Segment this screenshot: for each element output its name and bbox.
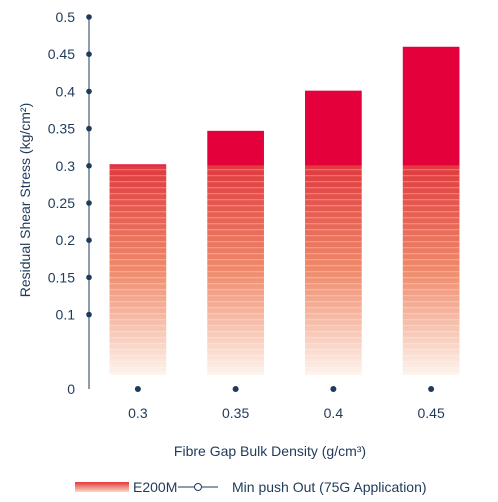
x-tick-label: 0.45: [418, 405, 445, 421]
legend-label-e200m: E200M: [133, 479, 177, 495]
y-tick-label: 0.5: [56, 9, 76, 25]
y-tick-label: 0.3: [56, 158, 76, 174]
y-tick-label: 0.2: [56, 232, 76, 248]
y-tick-label: 0.15: [48, 269, 75, 285]
min-push-out-series: [134, 386, 435, 392]
x-axis-ticks: 0.3 0.35 0.4 0.45: [128, 405, 445, 421]
bar-top-0.4: [305, 90, 362, 166]
bar-top-0.35: [207, 130, 264, 166]
bar-0.45: [402, 46, 460, 375]
y-axis-label: Residual Shear Stress (kg/cm²): [17, 103, 33, 298]
legend-label-min-push-out: Min push Out (75G Application): [232, 479, 427, 495]
x-tick-label: 0.35: [222, 405, 249, 421]
y-tick-label: 0.4: [56, 83, 76, 99]
x-tick-label: 0.3: [128, 405, 148, 421]
min-push-out-point: [232, 386, 239, 392]
x-tick-label: 0.4: [324, 405, 344, 421]
bars: [109, 46, 460, 375]
y-axis-ticks: 0 0.1 0.15 0.2 0.25 0.3 0.35 0.4 0.45 0.5: [48, 9, 92, 397]
legend-swatch-e200m: [75, 482, 129, 492]
bar-top-0.3: [109, 164, 167, 166]
y-tick-label: 0: [67, 381, 75, 397]
bar-0.3: [109, 164, 167, 375]
bar-gradient-0.45: [402, 165, 460, 375]
bar-gradient-0.3: [109, 165, 167, 375]
legend: E200M Min push Out (75G Application): [75, 479, 427, 495]
y-tick-label: 0.1: [56, 307, 76, 323]
bar-0.35: [207, 130, 264, 375]
min-push-out-point: [428, 386, 435, 392]
legend-marker-swatch: [194, 483, 202, 491]
y-tick-label: 0.25: [48, 195, 75, 211]
x-axis-label: Fibre Gap Bulk Density (g/cm³): [174, 443, 366, 459]
y-tick-label: 0.35: [48, 121, 75, 137]
bar-0.4: [305, 90, 362, 375]
y-tick-label: 0.45: [48, 46, 75, 62]
min-push-out-point: [134, 386, 141, 392]
bar-gradient-0.4: [305, 165, 362, 375]
min-push-out-point: [330, 386, 337, 392]
bar-top-0.45: [402, 46, 460, 166]
bar-gradient-0.35: [207, 165, 264, 375]
